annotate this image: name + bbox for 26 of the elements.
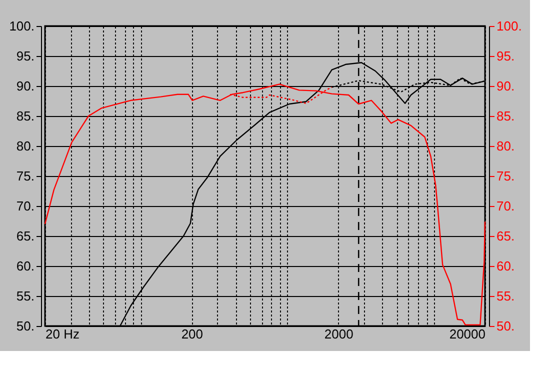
y2-tick-label: 80.: [496, 138, 515, 154]
y-tick-label: 65.: [16, 228, 34, 244]
y-tick-label: 100.: [9, 18, 34, 34]
y-tick-label: 80.: [16, 138, 34, 154]
x-tick-label: 20 Hz: [46, 326, 80, 342]
y-tick-label: 90.: [16, 78, 34, 94]
y2-tick-label: 60.: [496, 258, 515, 274]
y2-tick-label: 95.: [496, 48, 515, 64]
y2-tick-label: 50.: [496, 318, 515, 334]
y2-tick-label: 70.: [496, 198, 515, 214]
y-tick-label: 70.: [16, 198, 34, 214]
y2-tick-label: 90.: [496, 78, 515, 94]
y-tick-label: 85.: [16, 108, 34, 124]
y2-tick-label: 65.: [496, 228, 515, 244]
y2-tick-label: 55.: [496, 288, 515, 304]
y2-tick-label: 85.: [496, 108, 515, 124]
y2-tick-label: 75.: [496, 168, 515, 184]
y-tick-label: 55.: [16, 288, 34, 304]
y-tick-label: 95.: [16, 48, 34, 64]
x-tick-label: 2000: [324, 326, 354, 342]
y-tick-label: 60.: [16, 258, 34, 274]
x-tick-label: 200: [181, 326, 204, 342]
y-tick-label: 50.: [16, 318, 34, 334]
x-tick-label: 20000: [449, 326, 486, 342]
y2-tick-label: 100.: [496, 18, 522, 34]
y-tick-label: 75.: [16, 168, 34, 184]
